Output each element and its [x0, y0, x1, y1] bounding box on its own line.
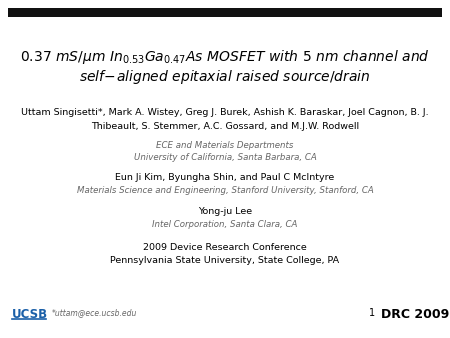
Text: Yong-ju Lee: Yong-ju Lee: [198, 207, 252, 216]
Text: DRC 2009: DRC 2009: [381, 308, 449, 321]
Bar: [8, 8, 442, 17]
Text: Eun Ji Kim, Byungha Shin, and Paul C McIntyre: Eun Ji Kim, Byungha Shin, and Paul C McI…: [115, 173, 335, 182]
Text: University of California, Santa Barbara, CA: University of California, Santa Barbara,…: [134, 153, 316, 162]
Text: UCSB: UCSB: [12, 308, 48, 321]
Text: $\bf{\mathit{0.37\ mS/\mu m\ In_{0.53}Ga_{0.47}As\ MOSFET\ with\ 5\ nm\ channel\: $\bf{\mathit{0.37\ mS/\mu m\ In_{0.53}Ga…: [20, 48, 430, 66]
Text: Uttam Singisetti*, Mark A. Wistey, Greg J. Burek, Ashish K. Baraskar, Joel Cagno: Uttam Singisetti*, Mark A. Wistey, Greg …: [21, 108, 429, 117]
Text: *uttam@ece.ucsb.edu: *uttam@ece.ucsb.edu: [52, 308, 137, 317]
Text: Intel Corporation, Santa Clara, CA: Intel Corporation, Santa Clara, CA: [152, 220, 298, 229]
Text: Materials Science and Engineering, Stanford University, Stanford, CA: Materials Science and Engineering, Stanf…: [76, 186, 373, 195]
Text: ECE and Materials Departments: ECE and Materials Departments: [156, 141, 294, 150]
Text: Thibeault, S. Stemmer, A.C. Gossard, and M.J.W. Rodwell: Thibeault, S. Stemmer, A.C. Gossard, and…: [91, 122, 359, 131]
Text: Pennsylvania State University, State College, PA: Pennsylvania State University, State Col…: [110, 256, 340, 265]
Text: 1: 1: [369, 308, 375, 318]
Text: 2009 Device Research Conference: 2009 Device Research Conference: [143, 243, 307, 252]
Text: $\bf{\mathit{self\!-\!aligned\ epitaxial\ raised\ source/drain}}$: $\bf{\mathit{self\!-\!aligned\ epitaxial…: [79, 68, 371, 86]
